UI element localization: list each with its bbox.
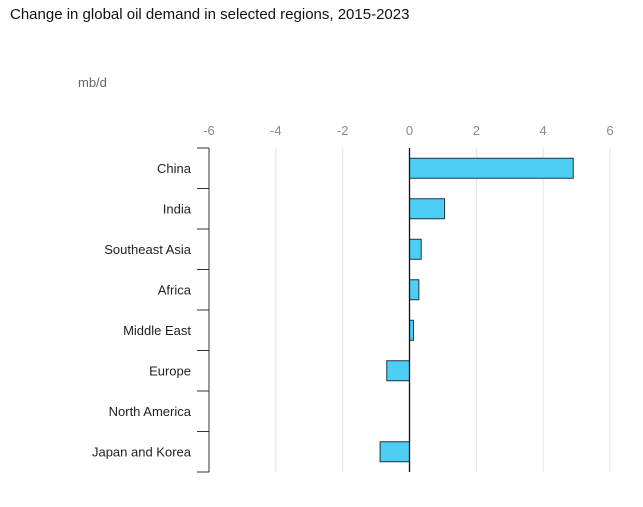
category-label-1: India	[163, 201, 192, 216]
chart-title: Change in global oil demand in selected …	[10, 6, 410, 23]
bar-3	[409, 279, 420, 301]
x-tick-label-5: 4	[540, 123, 547, 138]
category-label-4: Middle East	[123, 323, 191, 338]
bar-1	[409, 198, 446, 220]
category-label-3: Africa	[158, 282, 192, 297]
unit-label: mb/d	[78, 75, 107, 90]
category-labels: China India Southeast Asia Africa Middle Eas…	[92, 161, 192, 460]
x-tick-label-0: -6	[203, 123, 215, 138]
bar-2	[409, 238, 422, 260]
bar-5	[386, 360, 411, 382]
x-tick-label-2: -2	[337, 123, 349, 138]
category-label-5: Europe	[149, 363, 191, 378]
x-tick-label-6: 6	[606, 123, 613, 138]
x-tick-label-3: 0	[406, 123, 413, 138]
category-label-0: China	[157, 161, 192, 176]
x-tick-label-4: 2	[473, 123, 480, 138]
bar-0	[409, 157, 574, 179]
category-label-6: North America	[109, 404, 192, 419]
category-label-2: Southeast Asia	[104, 242, 191, 257]
bar-7	[379, 441, 410, 463]
x-tick-label-1: -4	[270, 123, 282, 138]
x-tick-labels: -6 -4 -2 0 2 4 6	[203, 123, 613, 138]
axes	[197, 147, 411, 473]
category-label-7: Japan and Korea	[92, 444, 192, 459]
